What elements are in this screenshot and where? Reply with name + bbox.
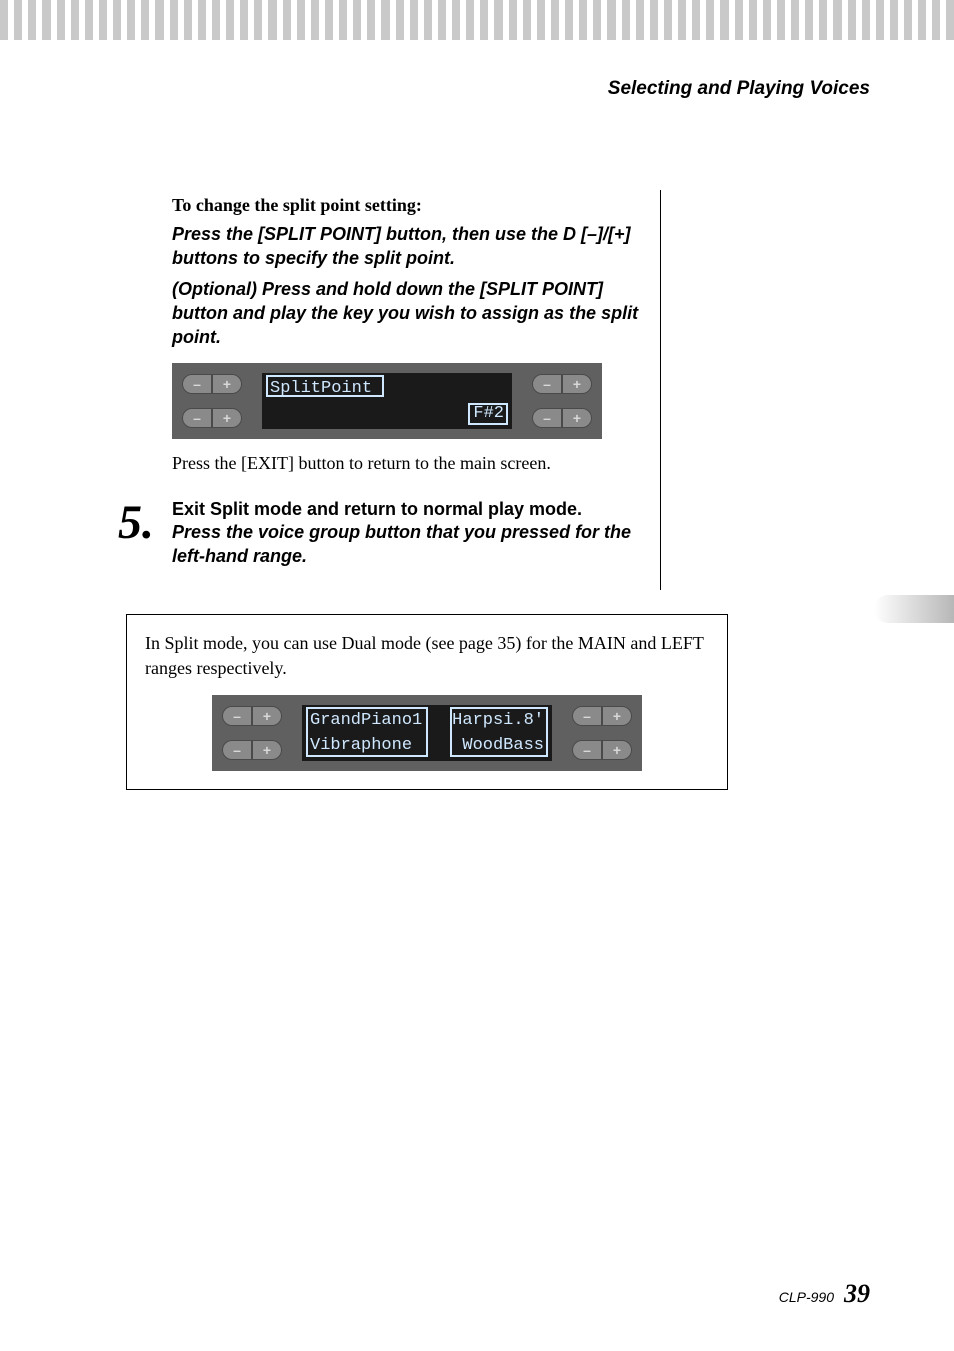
btn-group-h[interactable]: – + xyxy=(572,740,632,760)
btn-group-b[interactable]: – + xyxy=(182,408,242,428)
minus-button[interactable]: – xyxy=(532,374,562,394)
minus-button[interactable]: – xyxy=(222,706,252,726)
minus-button[interactable]: – xyxy=(572,706,602,726)
step-5-title: Exit Split mode and return to normal pla… xyxy=(172,499,647,520)
minus-button[interactable]: – xyxy=(182,374,212,394)
btn-group-e[interactable]: – + xyxy=(222,706,282,726)
split-point-instr-1: Press the [SPLIT POINT] button, then use… xyxy=(172,222,647,271)
lcd-screen: SplitPoint F#2 xyxy=(262,373,512,429)
footer-page-number: 39 xyxy=(844,1279,870,1309)
plus-button[interactable]: + xyxy=(212,374,242,394)
split-point-instr-2: (Optional) Press and hold down the [SPLI… xyxy=(172,277,647,350)
plus-button[interactable]: + xyxy=(252,706,282,726)
minus-button[interactable]: – xyxy=(182,408,212,428)
btn-group-f[interactable]: – + xyxy=(222,740,282,760)
step-5-instr: Press the voice group button that you pr… xyxy=(172,520,647,569)
btn-group-d[interactable]: – + xyxy=(532,408,592,428)
plus-button[interactable]: + xyxy=(252,740,282,760)
note-text: In Split mode, you can use Dual mode (se… xyxy=(145,631,709,681)
btn-group-c[interactable]: – + xyxy=(532,374,592,394)
split-point-lead: To change the split point setting: xyxy=(172,195,647,216)
minus-button[interactable]: – xyxy=(222,740,252,760)
plus-button[interactable]: + xyxy=(602,706,632,726)
page-footer: CLP-990 39 xyxy=(779,1279,870,1309)
plus-button[interactable]: + xyxy=(602,740,632,760)
btn-group-a[interactable]: – + xyxy=(182,374,242,394)
minus-button[interactable]: – xyxy=(532,408,562,428)
plus-button[interactable]: + xyxy=(562,374,592,394)
step-number-5: 5. xyxy=(118,499,172,547)
plus-button[interactable]: + xyxy=(562,408,592,428)
minus-button[interactable]: – xyxy=(572,740,602,760)
vertical-divider xyxy=(660,190,661,590)
note-box: In Split mode, you can use Dual mode (se… xyxy=(126,614,728,790)
lcd-screen-dual: GrandPiano1 Harpsi.8' Vibraphone WoodBas… xyxy=(302,705,552,761)
section-title: Selecting and Playing Voices xyxy=(608,78,870,100)
exit-note: Press the [EXIT] button to return to the… xyxy=(172,451,647,476)
header-stripes xyxy=(0,0,954,40)
plus-button[interactable]: + xyxy=(212,408,242,428)
lcd-panel-dual: – + – + GrandPiano1 Harpsi.8' Vibraphone… xyxy=(212,695,642,771)
lcd-panel-splitpoint: – + – + SplitPoint F#2 – + xyxy=(172,363,602,439)
footer-model: CLP-990 xyxy=(779,1289,834,1305)
btn-group-g[interactable]: – + xyxy=(572,706,632,726)
page-tab-decor xyxy=(874,595,954,623)
